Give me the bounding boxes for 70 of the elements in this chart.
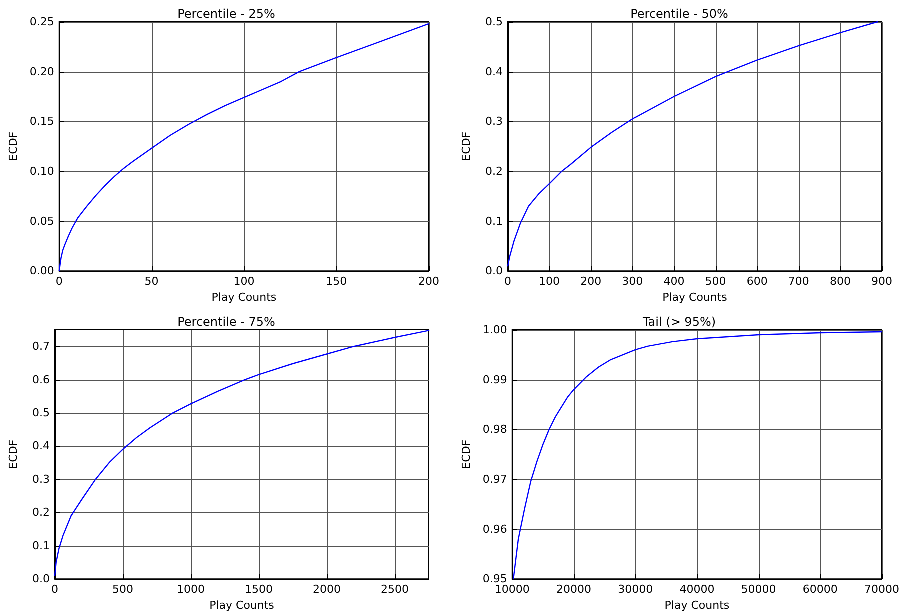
x-tick-label: 60000 <box>802 583 838 596</box>
x-tick-label: 200 <box>580 275 602 288</box>
y-tick-label: 0.99 <box>482 373 508 386</box>
y-axis-title: ECDF <box>7 440 20 470</box>
y-tick-label: 0.3 <box>32 472 50 486</box>
chart-title: Percentile - 50% <box>630 7 728 21</box>
y-axis-title: ECDF <box>460 440 473 470</box>
y-tick-label: 0.1 <box>32 539 50 552</box>
x-tick-label: 40000 <box>680 583 715 596</box>
y-tick-label: 0.4 <box>486 65 503 78</box>
x-tick-label: 20000 <box>556 583 592 596</box>
x-axis-title: Play Counts <box>664 599 730 612</box>
chart-title: Tail (> 95%) <box>642 315 716 329</box>
x-tick-label: 900 <box>872 275 892 288</box>
x-tick-label: 2500 <box>381 583 409 596</box>
x-tick-label: 1500 <box>245 583 273 596</box>
x-tick-label: 70000 <box>864 583 900 596</box>
y-tick-label: 0.5 <box>32 406 50 420</box>
y-tick-label: 0.95 <box>482 572 508 586</box>
x-tick-label: 500 <box>705 275 726 288</box>
y-tick-label: 0.0 <box>32 572 50 586</box>
x-tick-label: 50000 <box>741 583 776 596</box>
y-tick-label: 0.00 <box>30 264 54 278</box>
x-axis-title: Play Counts <box>210 599 275 612</box>
y-tick-label: 0.4 <box>32 440 50 453</box>
line-series <box>513 331 883 580</box>
x-tick-label: 200 <box>418 275 440 288</box>
y-tick-label: 0.1 <box>486 214 503 228</box>
line-series <box>507 21 878 267</box>
x-tick-label: 30000 <box>618 583 654 596</box>
x-tick-label: 2000 <box>313 583 341 596</box>
y-tick-label: 0.97 <box>482 472 508 486</box>
x-tick-label: 1000 <box>177 583 205 596</box>
line-series <box>58 23 430 272</box>
y-tick-label: 0.7 <box>32 340 50 354</box>
x-tick-label: 100 <box>234 275 255 288</box>
y-tick-label: 1.00 <box>482 324 508 336</box>
chart-title: Percentile - 75% <box>178 315 276 329</box>
x-tick-label: 150 <box>326 275 348 288</box>
y-tick-label: 0.0 <box>486 264 503 278</box>
x-tick-label: 500 <box>112 583 134 596</box>
y-axis-title: ECDF <box>460 132 473 162</box>
y-tick-label: 0.96 <box>482 522 508 536</box>
x-tick-label: 50 <box>144 275 159 288</box>
y-tick-label: 0.10 <box>30 164 54 178</box>
y-tick-label: 0.2 <box>486 164 503 178</box>
line-series <box>54 330 430 576</box>
y-tick-label: 0.5 <box>486 16 503 28</box>
x-tick-label: 300 <box>622 275 644 288</box>
x-tick-label: 800 <box>830 275 851 288</box>
x-tick-label: 100 <box>539 275 560 288</box>
x-tick-label: 0 <box>56 275 63 288</box>
y-tick-label: 0.15 <box>30 115 54 128</box>
y-tick-label: 0.6 <box>32 373 50 386</box>
y-tick-label: 0.20 <box>30 65 54 78</box>
x-tick-label: 0 <box>504 275 512 288</box>
y-tick-label: 0.2 <box>32 506 50 520</box>
y-axis-title: ECDF <box>7 132 20 162</box>
y-tick-label: 0.25 <box>30 16 54 28</box>
x-tick-label: 0 <box>52 583 58 596</box>
y-tick-label: 0.3 <box>486 115 503 128</box>
y-tick-label: 0.05 <box>30 214 54 228</box>
x-axis-title: Play Counts <box>662 291 728 304</box>
chart-title: Percentile - 25% <box>178 7 276 21</box>
x-tick-label: 700 <box>788 275 810 288</box>
y-tick-label: 0.98 <box>482 423 508 436</box>
x-tick-label: 400 <box>664 275 685 288</box>
x-axis-title: Play Counts <box>212 291 277 304</box>
x-tick-label: 10000 <box>494 583 530 596</box>
x-tick-label: 600 <box>746 275 768 288</box>
